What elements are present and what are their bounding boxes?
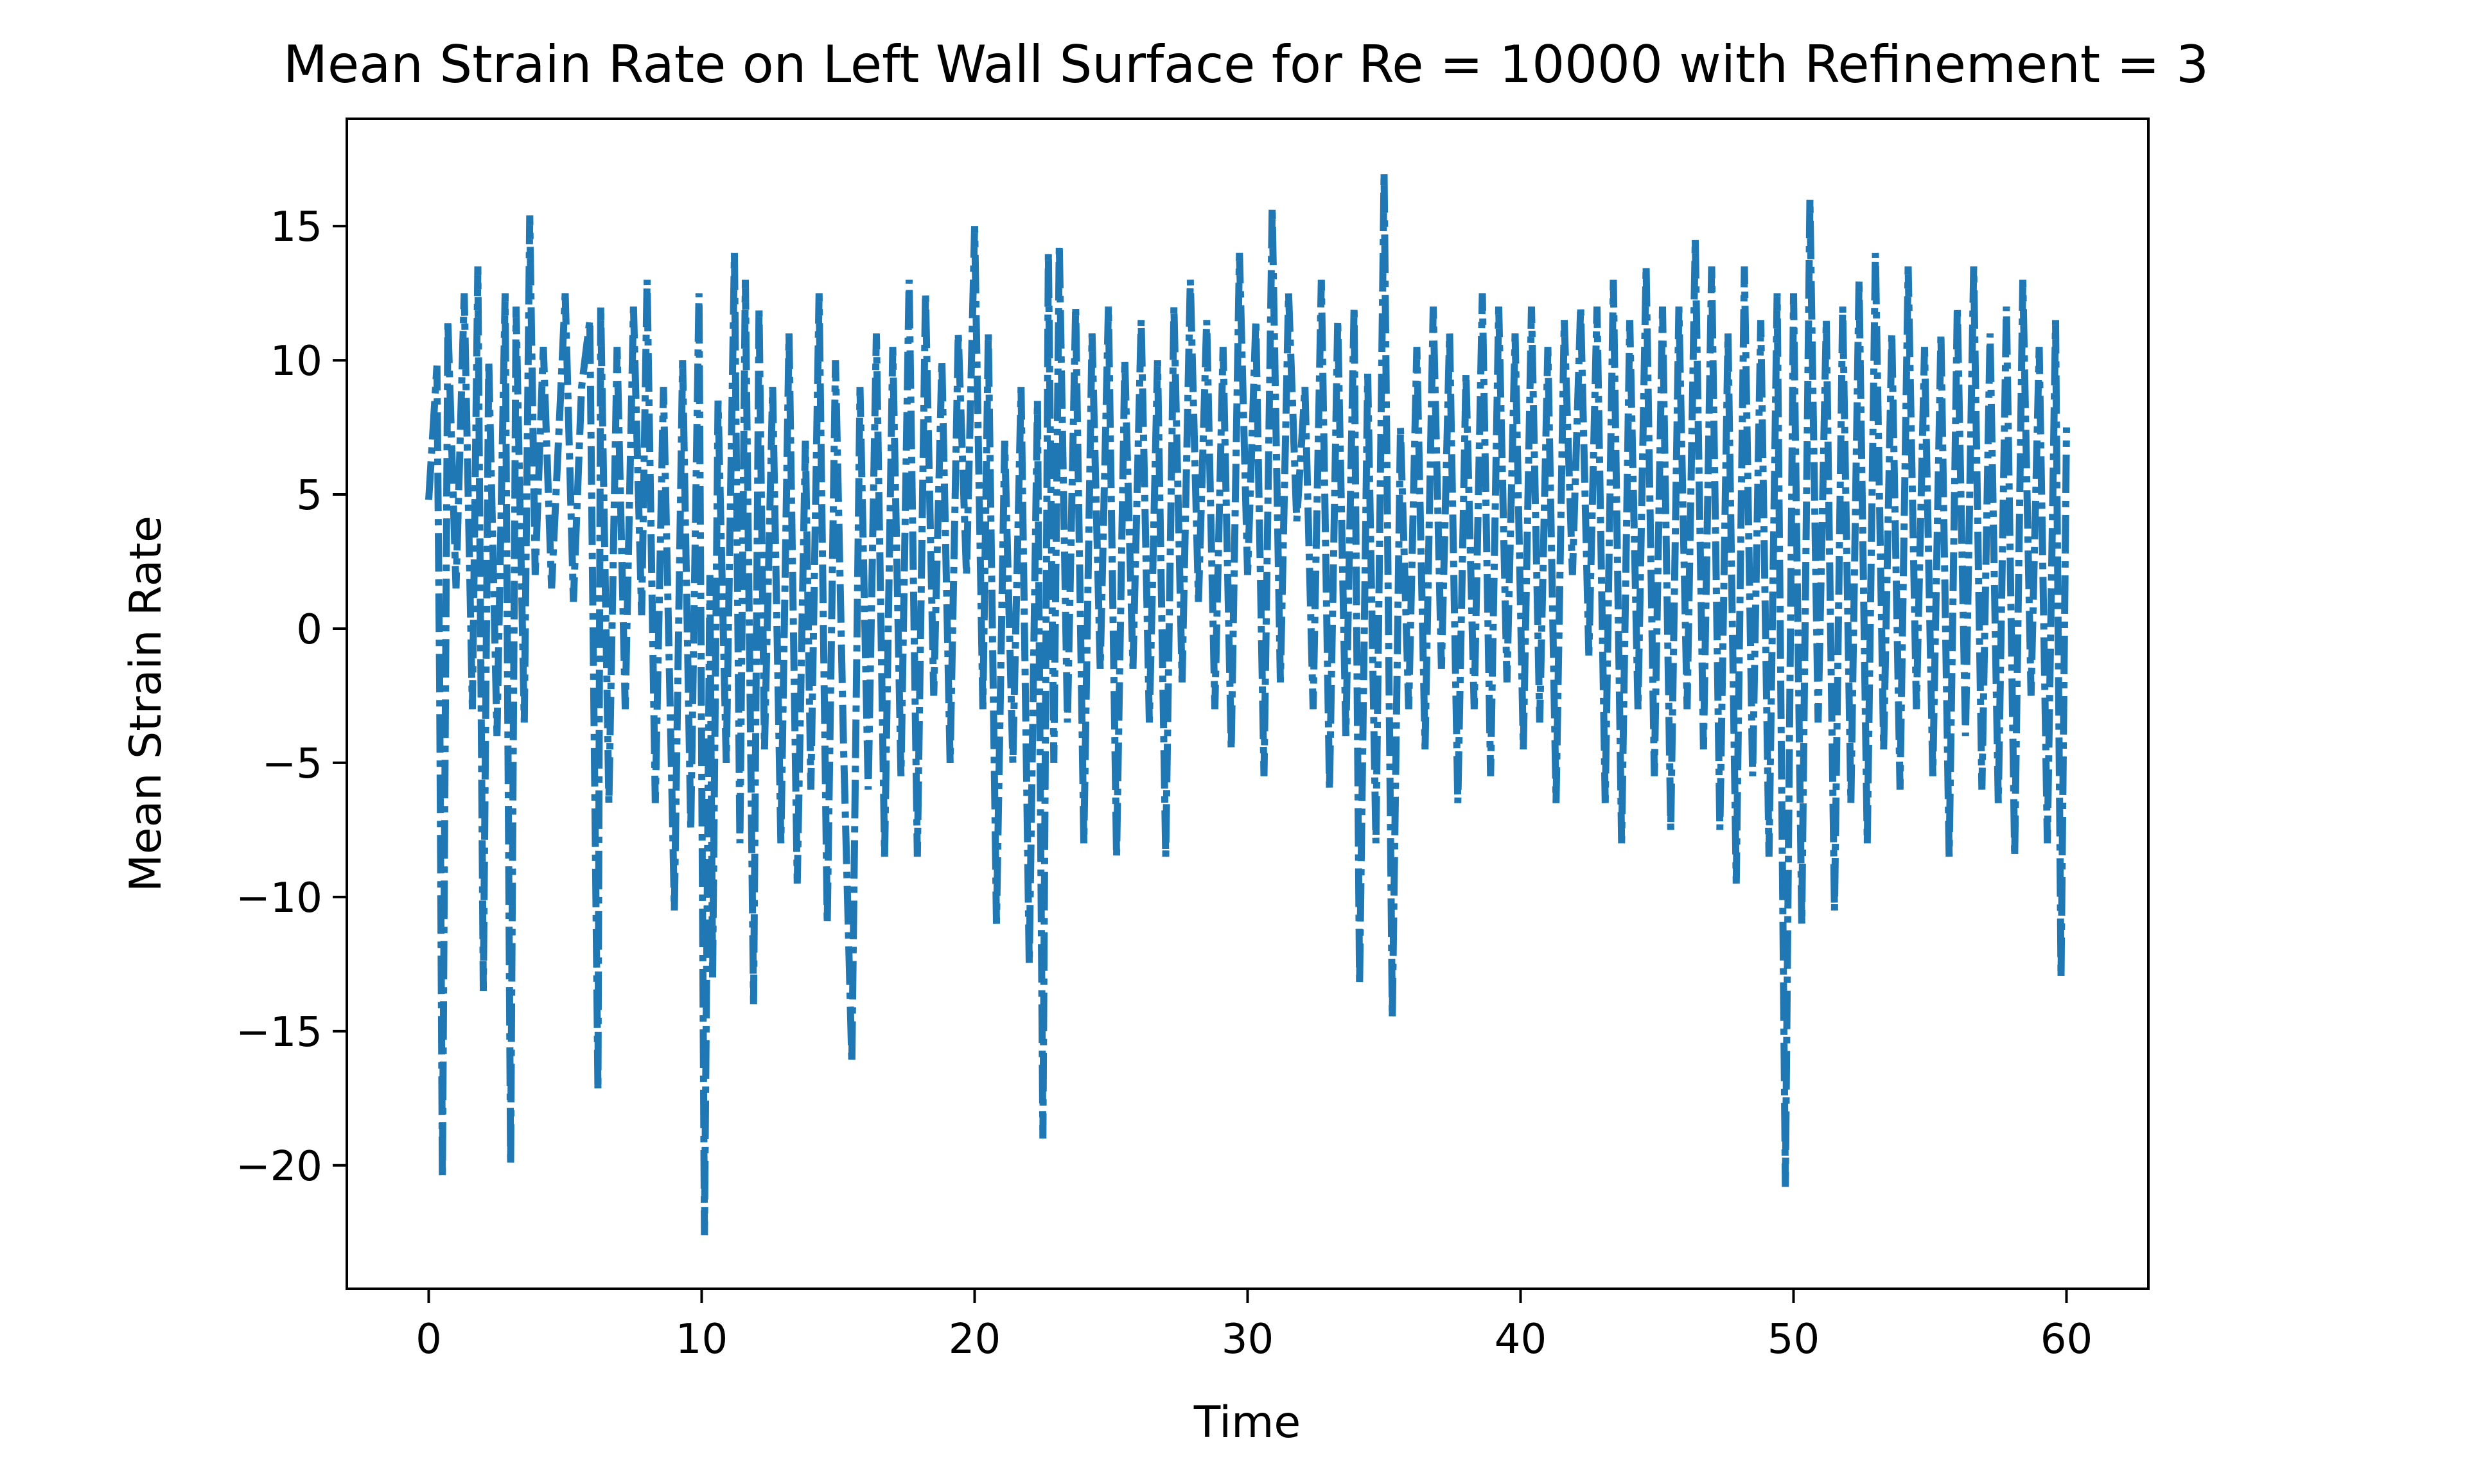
y-tick-label: −15 bbox=[236, 1009, 322, 1056]
y-axis-label: Mean Strain Rate bbox=[121, 516, 171, 892]
x-axis-label: Time bbox=[1193, 1397, 1301, 1448]
chart-title: Mean Strain Rate on Left Wall Surface fo… bbox=[283, 35, 2209, 94]
y-tick-label: 0 bbox=[296, 606, 322, 654]
x-tick-label: 50 bbox=[1768, 1316, 1820, 1363]
x-tick-label: 10 bbox=[676, 1316, 728, 1363]
x-tick-label: 40 bbox=[1495, 1316, 1547, 1363]
x-tick-label: 30 bbox=[1222, 1316, 1274, 1363]
y-tick-label: 15 bbox=[270, 204, 322, 251]
y-tick-label: −10 bbox=[236, 875, 322, 922]
x-axis: 0 10 20 30 40 50 60 bbox=[416, 1289, 2093, 1363]
series-line bbox=[425, 172, 2070, 1235]
y-tick-label: −5 bbox=[262, 740, 322, 788]
y-tick-label: −20 bbox=[236, 1143, 322, 1191]
y-tick-label: 10 bbox=[270, 338, 322, 385]
x-tick-label: 0 bbox=[416, 1316, 442, 1363]
plot-area bbox=[347, 119, 2148, 1289]
y-axis: 15 10 5 0 −5 −10 −15 −20 bbox=[236, 204, 347, 1191]
x-tick-label: 60 bbox=[2040, 1316, 2093, 1363]
x-tick-label: 20 bbox=[949, 1316, 1001, 1363]
y-tick-label: 5 bbox=[296, 472, 322, 519]
